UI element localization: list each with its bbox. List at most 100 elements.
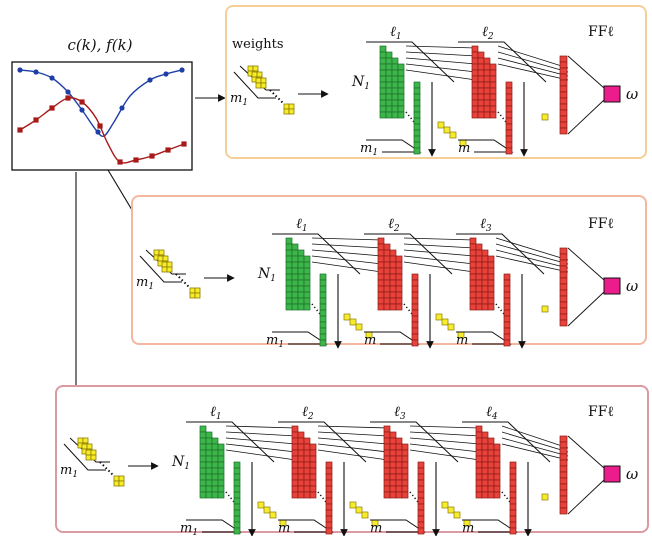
feature-cell (471, 87, 479, 95)
feature-cell (469, 261, 477, 269)
feature-cell (211, 449, 219, 457)
feature-cell (471, 69, 479, 77)
feature-cell (233, 473, 241, 481)
feature-cell (217, 479, 225, 487)
ff-label: FFℓ (588, 404, 614, 420)
layer-plane-top (366, 41, 455, 83)
ff-cell (559, 477, 568, 485)
feature-cell (505, 111, 513, 119)
feature-cell (285, 255, 293, 263)
feature-cell (383, 243, 391, 251)
feature-cell (397, 69, 405, 77)
feature-cell (389, 461, 397, 469)
feature-cell (325, 503, 333, 511)
ff-cell (559, 103, 568, 111)
layer-m-label: m (364, 333, 376, 348)
feature-cell (389, 267, 397, 275)
feature-cell (477, 111, 485, 119)
feature-cell (469, 291, 477, 299)
connection-line (409, 449, 481, 461)
feature-cell (291, 261, 299, 269)
kernel-cell (441, 501, 449, 509)
feature-cell (477, 75, 485, 83)
weight-cell (255, 77, 262, 84)
output-label: ω (626, 85, 638, 103)
ff-cell (559, 109, 568, 117)
feature-cell (385, 105, 393, 113)
feature-cell (319, 279, 327, 287)
feature-cell (325, 479, 333, 487)
feature-cell (509, 509, 517, 517)
ff-cell (559, 471, 568, 479)
feature-cell (469, 273, 477, 281)
layer-plane-bottom (366, 139, 422, 153)
kernel-cell (435, 313, 443, 321)
feature-cell (475, 255, 483, 263)
ff-cell (559, 127, 568, 135)
feature-cell (395, 491, 403, 499)
feature-cell (297, 267, 305, 275)
weight-cell (283, 103, 290, 110)
feature-cell (471, 111, 479, 119)
ff-cell (559, 489, 568, 497)
feature-cell (233, 503, 241, 511)
feature-cell (205, 473, 213, 481)
feature-cell (383, 303, 391, 311)
feature-cell (395, 267, 403, 275)
weight-cell (166, 261, 173, 268)
feature-cell (413, 141, 421, 149)
feature-cell (383, 455, 391, 463)
ff-cell (559, 495, 568, 503)
feature-cell (505, 93, 513, 101)
weight-cell (86, 443, 93, 450)
feature-cell (377, 297, 385, 305)
ff-cell (559, 289, 568, 297)
layer-plane-bottom (462, 519, 518, 533)
layer-plane-bottom (364, 331, 420, 345)
feature-cell (379, 111, 387, 119)
feature-cell (285, 243, 293, 251)
connection-line (403, 237, 475, 241)
ff-cell (559, 259, 568, 267)
ff-connection-line (497, 63, 569, 81)
input-plot-title: c(k), f(k) (67, 36, 132, 54)
weights-ellipsis (99, 461, 115, 477)
feature-cell (383, 285, 391, 293)
connection-line (405, 69, 477, 81)
feature-cell (477, 69, 485, 77)
feature-cell (493, 455, 501, 463)
feature-cell (205, 431, 213, 439)
feature-cell (411, 339, 419, 347)
connection-line (225, 449, 297, 461)
feature-cell (493, 449, 501, 457)
feature-cell (397, 99, 405, 107)
n1-label: N1 (171, 454, 190, 472)
feature-cell (401, 491, 409, 499)
feature-cell (291, 297, 299, 305)
feature-cell (397, 93, 405, 101)
feature-cell (413, 99, 421, 107)
feature-cell (309, 473, 317, 481)
feature-cell (379, 99, 387, 107)
feature-cell (483, 69, 491, 77)
feature-cell (483, 81, 491, 89)
feature-cell (199, 467, 207, 475)
feature-cell (505, 123, 513, 131)
connection-line (409, 425, 481, 429)
weight-cell (113, 475, 120, 482)
feature-cell (383, 485, 391, 493)
weights-stack (233, 65, 295, 115)
feature-cell (477, 87, 485, 95)
feature-cell (199, 449, 207, 457)
feature-cell (481, 279, 489, 287)
kernel-cell (447, 323, 455, 331)
ff-label: FFℓ (588, 216, 614, 232)
feature-cell (411, 279, 419, 287)
feature-cell (291, 437, 299, 445)
feature-cell (285, 303, 293, 311)
kernel-cell (443, 126, 451, 134)
series-f-point (97, 123, 103, 129)
ff-connection-line (497, 57, 569, 77)
kernel-cell (349, 318, 357, 326)
feature-cell (469, 279, 477, 287)
